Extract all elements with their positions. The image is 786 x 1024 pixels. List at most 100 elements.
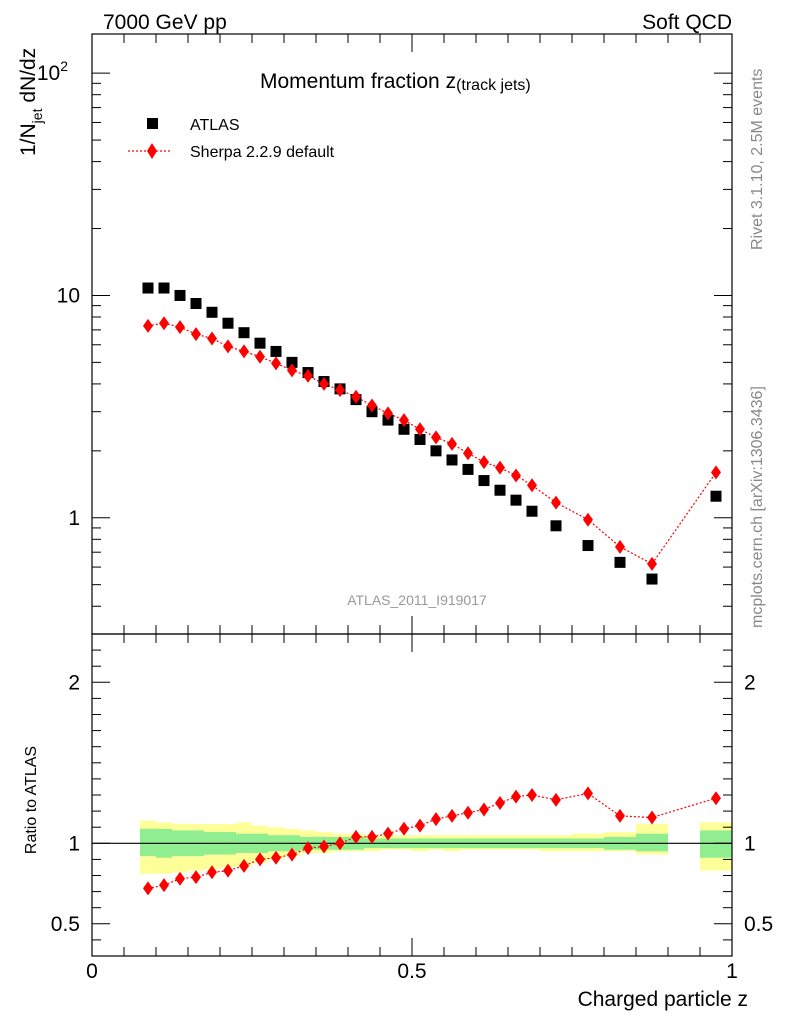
atlas-point xyxy=(174,289,186,301)
header-process-label: Soft QCD xyxy=(642,11,732,34)
atlas-point xyxy=(414,433,426,445)
atlas-point xyxy=(614,556,626,568)
sherpa-point xyxy=(239,344,249,359)
sherpa-ratio-point xyxy=(431,812,441,827)
sherpa-ratio-point xyxy=(479,802,489,817)
sherpa-ratio-point xyxy=(495,796,505,811)
atlas-point xyxy=(222,317,234,329)
sherpa-point xyxy=(479,455,489,470)
sherpa-point xyxy=(175,320,185,335)
atlas-point xyxy=(478,475,490,487)
ratio-y-tick-label-right: 2 xyxy=(744,671,756,694)
legend-atlas-label: ATLAS xyxy=(190,117,240,134)
legend: ATLAS Sherpa 2.2.9 default xyxy=(128,117,335,161)
sherpa-point xyxy=(223,339,233,354)
sherpa-ratio-point xyxy=(351,829,361,844)
sherpa-ratio-point xyxy=(615,808,625,823)
legend-sherpa-label: Sherpa 2.2.9 default xyxy=(190,144,335,161)
sherpa-point xyxy=(551,495,561,510)
sherpa-ratio-point xyxy=(319,839,329,854)
atlas-point xyxy=(582,540,594,552)
sherpa-point xyxy=(159,316,169,331)
plot-title-sub: (track jets) xyxy=(456,77,531,94)
sherpa-point xyxy=(399,413,409,428)
ratio-y-tick-label: 1 xyxy=(68,832,80,855)
main-panel: 1 10 102 Momentum fraction z(track jets) 1… xyxy=(17,33,733,635)
atlas-point xyxy=(254,337,266,349)
rivet-version-label: Rivet 3.1.10, 2.5M events xyxy=(749,69,766,250)
sherpa-point xyxy=(271,356,281,371)
atlas-point xyxy=(238,327,250,339)
sherpa-point xyxy=(527,478,537,493)
sherpa-ratio-point xyxy=(447,808,457,823)
sherpa-ratio-point xyxy=(527,788,537,802)
sherpa-ratio-point xyxy=(303,841,313,856)
atlas-point xyxy=(270,345,282,357)
atlas-point xyxy=(710,490,722,502)
sherpa-point xyxy=(319,376,329,391)
sherpa-ratio-point xyxy=(287,847,297,862)
atlas-point xyxy=(526,505,538,517)
sherpa-ratio-point xyxy=(143,881,153,896)
atlas-point xyxy=(286,356,298,368)
sherpa-ratio-point xyxy=(711,791,721,806)
sherpa-ratio-point xyxy=(399,821,409,836)
atlas-point xyxy=(462,463,474,475)
atlas-point xyxy=(550,520,562,532)
sherpa-point xyxy=(335,383,345,398)
ratio-y-tick-label-right: 1 xyxy=(744,832,756,855)
legend-atlas-marker xyxy=(147,118,158,129)
sherpa-point xyxy=(367,398,377,413)
sherpa-point xyxy=(287,363,297,378)
sherpa-point xyxy=(351,389,361,404)
ratio-y-tick-label: 0.5 xyxy=(51,913,80,936)
atlas-point xyxy=(494,484,506,496)
sherpa-ratio-point xyxy=(223,863,233,878)
sherpa-point xyxy=(431,430,441,445)
ratio-y-tick-label-right: 0.5 xyxy=(744,913,773,936)
atlas-point xyxy=(398,423,410,435)
sherpa-ratio-point xyxy=(191,870,201,885)
ratio-panel: 0.5 0.5 1 1 2 2 0 0.5 1 Ratio to ATLAS Charged … xyxy=(23,633,773,1011)
sherpa-point xyxy=(463,446,473,461)
uncertainty-band-inner xyxy=(700,830,732,858)
sherpa-ratio-point xyxy=(647,810,657,825)
sherpa-ratio-point xyxy=(175,871,185,886)
y-tick-label-exponent: 2 xyxy=(60,58,68,74)
sherpa-ratio-point xyxy=(415,818,425,833)
sherpa-point xyxy=(255,349,265,364)
sherpa-point xyxy=(711,465,721,480)
sherpa-ratio-point xyxy=(255,852,265,867)
sherpa-ratio-point xyxy=(383,826,393,841)
mcplots-citation-label: mcplots.cern.ch [arXiv:1306.3436] xyxy=(749,386,766,628)
ratio-panel-frame xyxy=(91,633,733,957)
x-tick-label: 0 xyxy=(86,960,98,983)
sherpa-ratio-point xyxy=(159,878,169,893)
plot-title-main: Momentum fraction z xyxy=(260,70,456,93)
uncertainty-band-inner xyxy=(140,828,156,857)
y-tick-label: 102 xyxy=(37,58,68,85)
sherpa-point xyxy=(447,436,457,451)
sherpa-point xyxy=(303,368,313,383)
sherpa-point xyxy=(191,327,201,342)
x-tick-label: 0.5 xyxy=(397,960,426,983)
sherpa-point xyxy=(495,460,505,475)
main-panel-frame xyxy=(91,33,733,635)
plot-title: Momentum fraction z(track jets) xyxy=(260,70,531,94)
sherpa-point xyxy=(583,512,593,527)
sherpa-ratio-point xyxy=(207,865,217,880)
y-tick-label: 1 xyxy=(68,507,80,530)
sherpa-ratio-point xyxy=(367,829,377,844)
atlas-point xyxy=(142,282,154,294)
sherpa-point xyxy=(383,406,393,421)
legend-sherpa-marker xyxy=(147,143,157,159)
ratio-y-axis-label: Ratio to ATLAS xyxy=(23,746,40,854)
sherpa-point xyxy=(415,422,425,437)
atlas-point xyxy=(430,445,442,457)
sherpa-point xyxy=(207,331,217,346)
atlas-point xyxy=(446,454,458,466)
atlas-point xyxy=(158,282,170,294)
atlas-point xyxy=(646,573,658,585)
sherpa-point xyxy=(615,539,625,554)
